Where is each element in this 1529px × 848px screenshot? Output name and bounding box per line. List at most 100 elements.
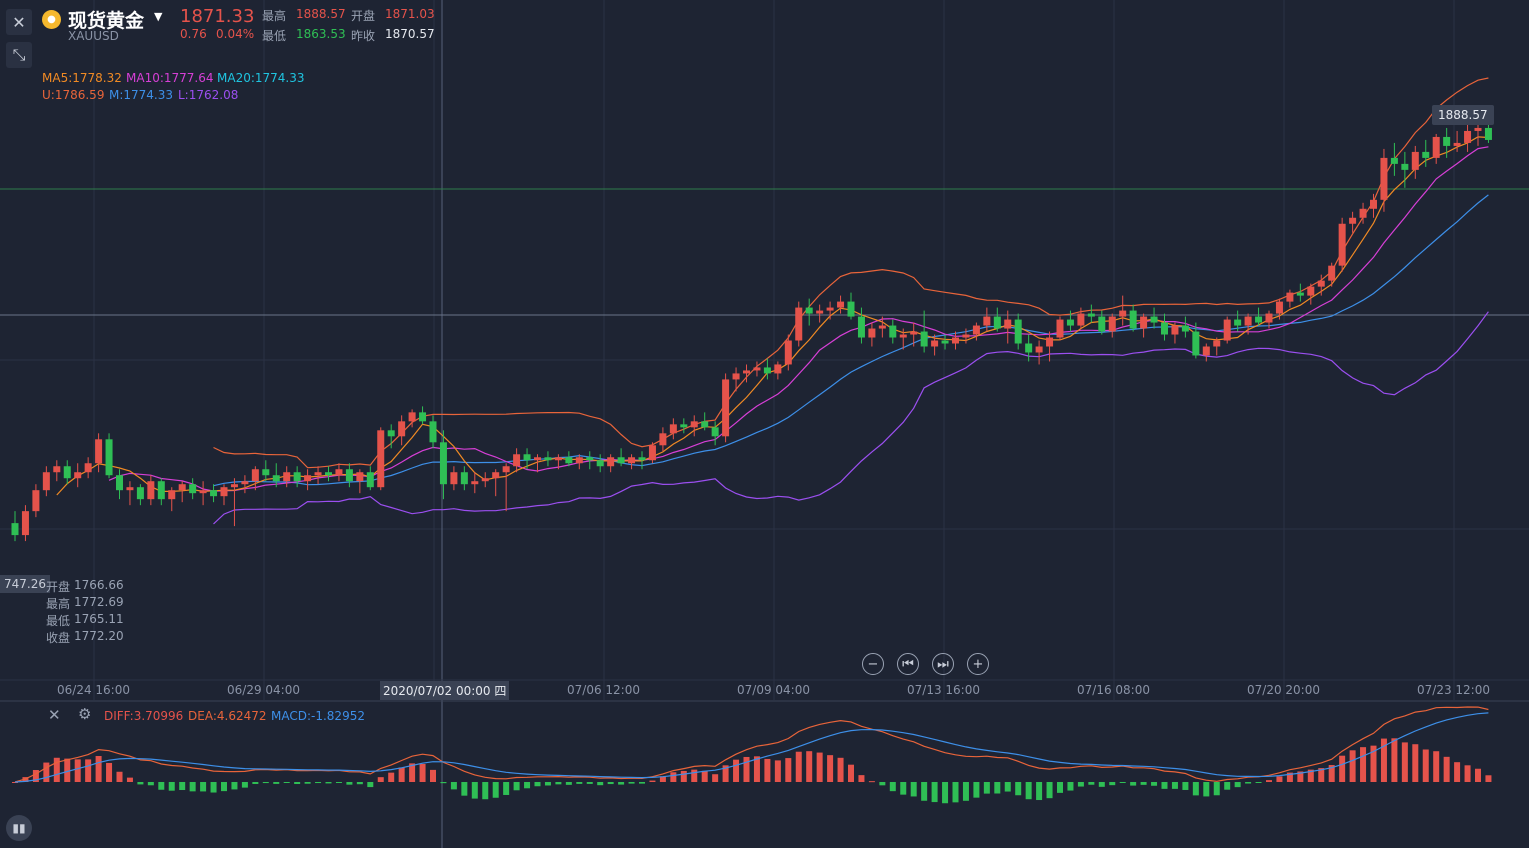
candle-body [1056, 319, 1064, 338]
macd-dea-line [14, 712, 1489, 783]
candle-body [366, 472, 374, 488]
macd-bar [1182, 782, 1189, 790]
candle-body [95, 439, 103, 464]
macd-bar [74, 759, 81, 782]
instrument-title[interactable]: 现货黄金 [68, 10, 145, 32]
candle-body [1014, 319, 1022, 344]
step-forward-icon[interactable]: ⏭ [932, 653, 954, 675]
candle-body [722, 379, 730, 437]
candle-body [460, 472, 468, 485]
macd-bar [262, 782, 269, 784]
macd-bar [492, 782, 499, 798]
candle-body [356, 472, 364, 482]
macd-bar [785, 758, 792, 782]
macd-bar [482, 782, 489, 800]
macd-bar [680, 770, 687, 782]
macd-bar [1057, 782, 1063, 793]
macd-bar [1077, 782, 1084, 787]
macd-bar [106, 762, 113, 782]
macd-bar [450, 782, 457, 790]
macd-bar [1015, 782, 1022, 796]
macd-bar [576, 782, 583, 784]
candles-icon[interactable]: ▮▮ [6, 815, 32, 841]
candle-body [147, 481, 155, 500]
x-tick-4: 07/09 04:00 [737, 683, 810, 697]
macd-bar [1339, 755, 1346, 782]
macd-bar [116, 771, 123, 782]
ma20-legend: MA20:1774.33 [217, 71, 305, 85]
candle-body [1087, 313, 1095, 317]
high-label: 最高 [262, 9, 287, 23]
candle-body [868, 328, 876, 338]
macd-bar [837, 757, 844, 782]
candle-body [1025, 343, 1033, 353]
candle-body [11, 523, 19, 536]
candle-body [690, 421, 698, 428]
macd-bar [973, 782, 980, 798]
zoom-in-icon[interactable]: + [967, 653, 989, 675]
macd-bar [1318, 768, 1325, 782]
macd-bar [764, 758, 771, 782]
macd-bar [1245, 782, 1252, 784]
candle-body [230, 484, 238, 488]
macd-bar [346, 782, 353, 785]
candle-body [711, 427, 719, 437]
macd-bar [325, 782, 332, 784]
macd-bar [733, 759, 740, 782]
candle-body [743, 370, 750, 374]
macd-bar [889, 782, 896, 792]
candle-body [795, 307, 803, 341]
candle-body [1474, 127, 1482, 131]
macd-close-icon[interactable]: ✕ [48, 706, 61, 724]
candle-body [1484, 127, 1492, 140]
collapse-icon[interactable]: ⤡ [6, 42, 32, 68]
low-label: 最低 [262, 29, 287, 43]
candle-body [429, 421, 437, 443]
candle-body [157, 481, 165, 500]
candle-body [523, 454, 531, 461]
candle-body [251, 469, 259, 482]
zoom-out-icon[interactable]: − [862, 653, 884, 675]
last-price: 1871.33 [180, 6, 255, 27]
candle-body [1349, 217, 1357, 224]
macd-bar [43, 762, 50, 782]
macd-bar [503, 782, 510, 795]
macd-bar [1443, 756, 1450, 782]
settings-icon[interactable]: ⚙ [78, 705, 92, 723]
macd-bar [1213, 782, 1220, 796]
macd-bar [419, 763, 426, 782]
tooltip-high-label: 最高 [46, 597, 71, 611]
candle-body [304, 475, 312, 482]
macd-bar [544, 782, 551, 786]
close-icon[interactable]: ✕ [6, 9, 32, 35]
macd-bar [32, 770, 39, 782]
macd-bar [1485, 775, 1492, 782]
candle-body [753, 367, 761, 371]
candle-body [1328, 265, 1336, 281]
candle-body [63, 466, 71, 479]
macd-bar [1412, 744, 1419, 782]
candle-body [628, 457, 636, 464]
macd-bar [388, 772, 395, 782]
macd-bar [555, 782, 562, 785]
macd-bar [1004, 782, 1011, 792]
candle-body [680, 424, 688, 428]
dropdown-icon[interactable]: ▼ [154, 10, 163, 23]
candle-body [1046, 337, 1054, 347]
candle-body [53, 466, 61, 473]
macd-diff-legend: DIFF:3.70996 [104, 709, 184, 723]
boll-mid-legend: M:1774.33 [109, 88, 174, 102]
candle-body [931, 340, 939, 347]
candle-body [889, 325, 897, 338]
candle-body [701, 421, 709, 428]
step-back-icon[interactable]: ⏮ [897, 653, 919, 675]
candle-body [1171, 325, 1179, 335]
candle-body [450, 472, 458, 485]
candle-body [659, 433, 667, 446]
macd-bar [1454, 762, 1461, 782]
ma5-legend: MA5:1778.32 [42, 71, 122, 85]
macd-bar [712, 774, 719, 782]
candle-body [220, 487, 228, 497]
macd-bar [126, 777, 133, 782]
